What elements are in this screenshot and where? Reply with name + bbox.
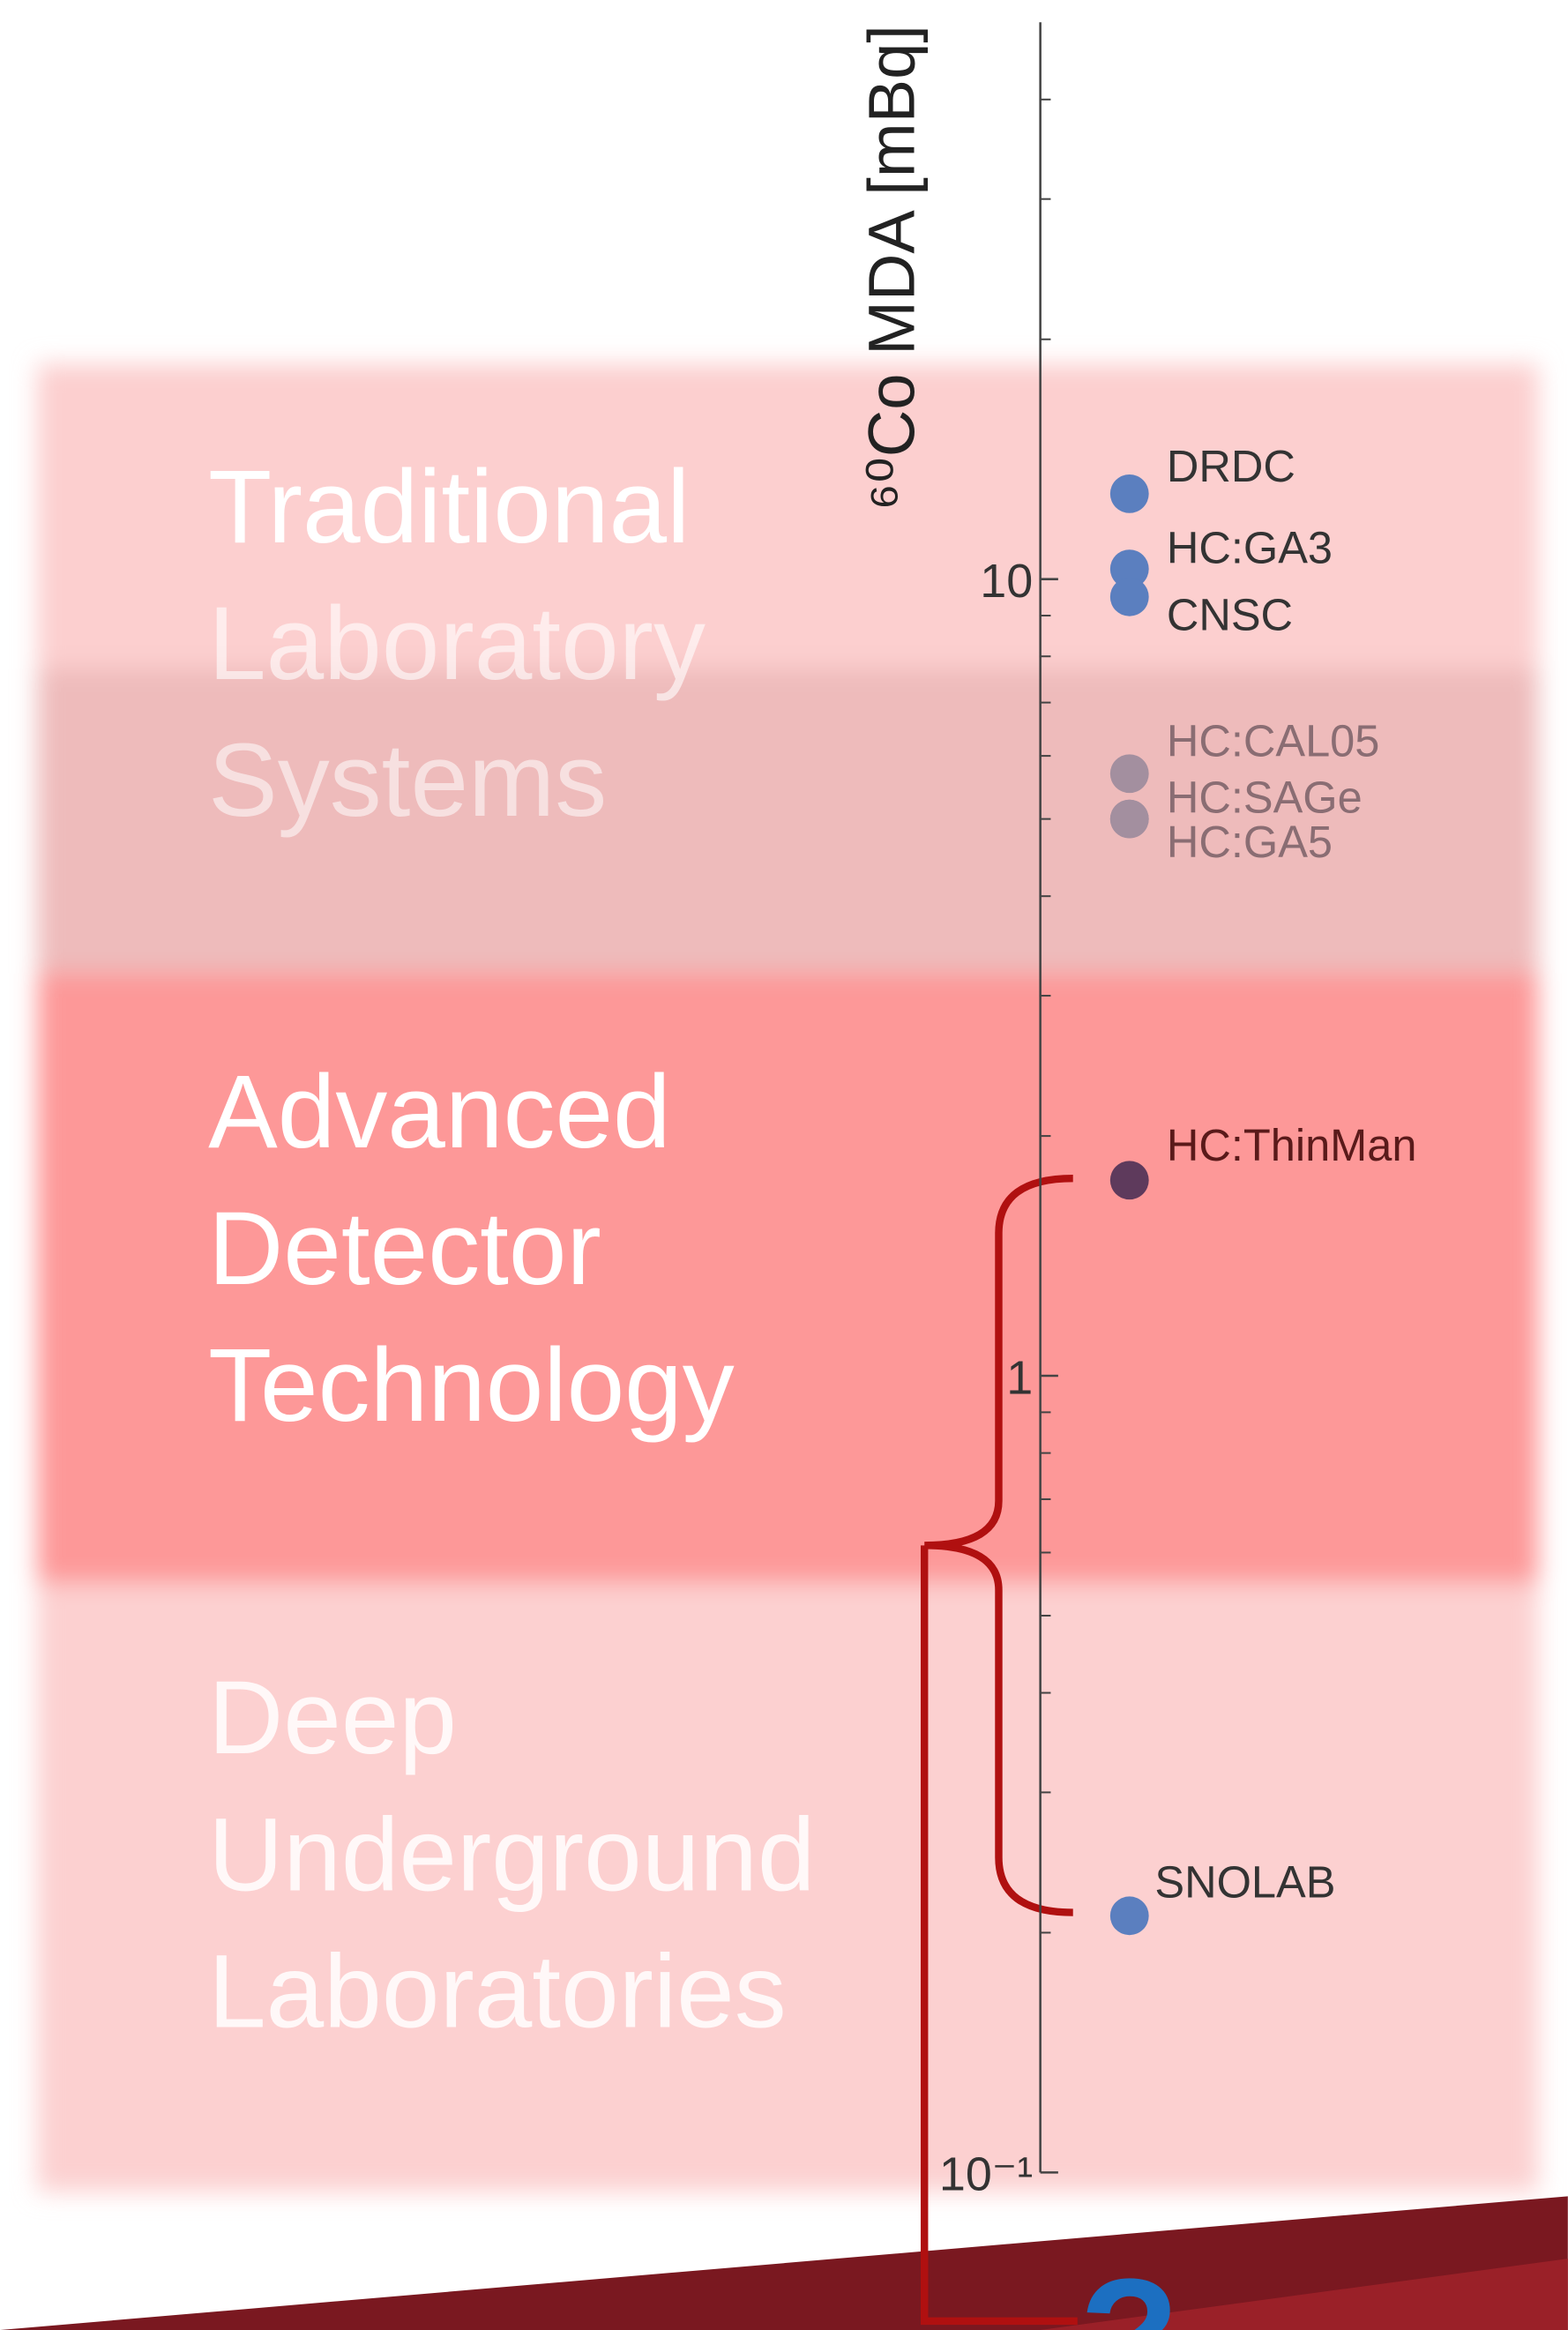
point-label: SNOLAB (1154, 1857, 1335, 1908)
band-label: Advanced (208, 1053, 671, 1169)
question-mark: ? (1079, 2245, 1179, 2330)
band-label: Technology (208, 1326, 735, 1443)
y-axis-label: ⁶⁰Co MDA [mBq] (855, 25, 928, 510)
arrow-line (921, 1545, 1078, 2326)
floor-shape (1040, 2259, 1568, 2330)
band-label: Deep (208, 1659, 457, 1775)
point (1109, 799, 1149, 839)
point (1109, 577, 1149, 616)
point (1109, 754, 1149, 794)
band-bg (37, 973, 1539, 1583)
band-label: Traditional (208, 448, 690, 564)
band-label: Underground (208, 1796, 815, 1912)
band-label: Detector (208, 1190, 601, 1306)
band-label: Laboratories (208, 1932, 787, 2049)
y-tick-label: 10⁻¹ (939, 2148, 1033, 2201)
point-label: HC:ThinMan (1167, 1120, 1417, 1170)
point-label: HC:SAGe (1167, 773, 1363, 823)
point-label: HC:GA5 (1167, 817, 1333, 867)
band-bg (37, 1582, 1539, 2192)
point-label: HC:GA3 (1167, 523, 1333, 573)
y-tick-label: 1 (1006, 1351, 1033, 1404)
y-tick-label: 10 (980, 555, 1033, 608)
band-overlap (37, 668, 1539, 974)
band-label: Systems (208, 721, 607, 838)
band-label: Laboratory (208, 585, 706, 701)
point-label: DRDC (1167, 441, 1295, 491)
point (1109, 1161, 1149, 1200)
point (1109, 474, 1149, 513)
point-label: HC:CAL05 (1167, 716, 1380, 766)
point-label: CNSC (1167, 589, 1293, 639)
point (1109, 549, 1149, 588)
bands (37, 363, 1539, 2192)
point (1109, 1896, 1149, 1936)
